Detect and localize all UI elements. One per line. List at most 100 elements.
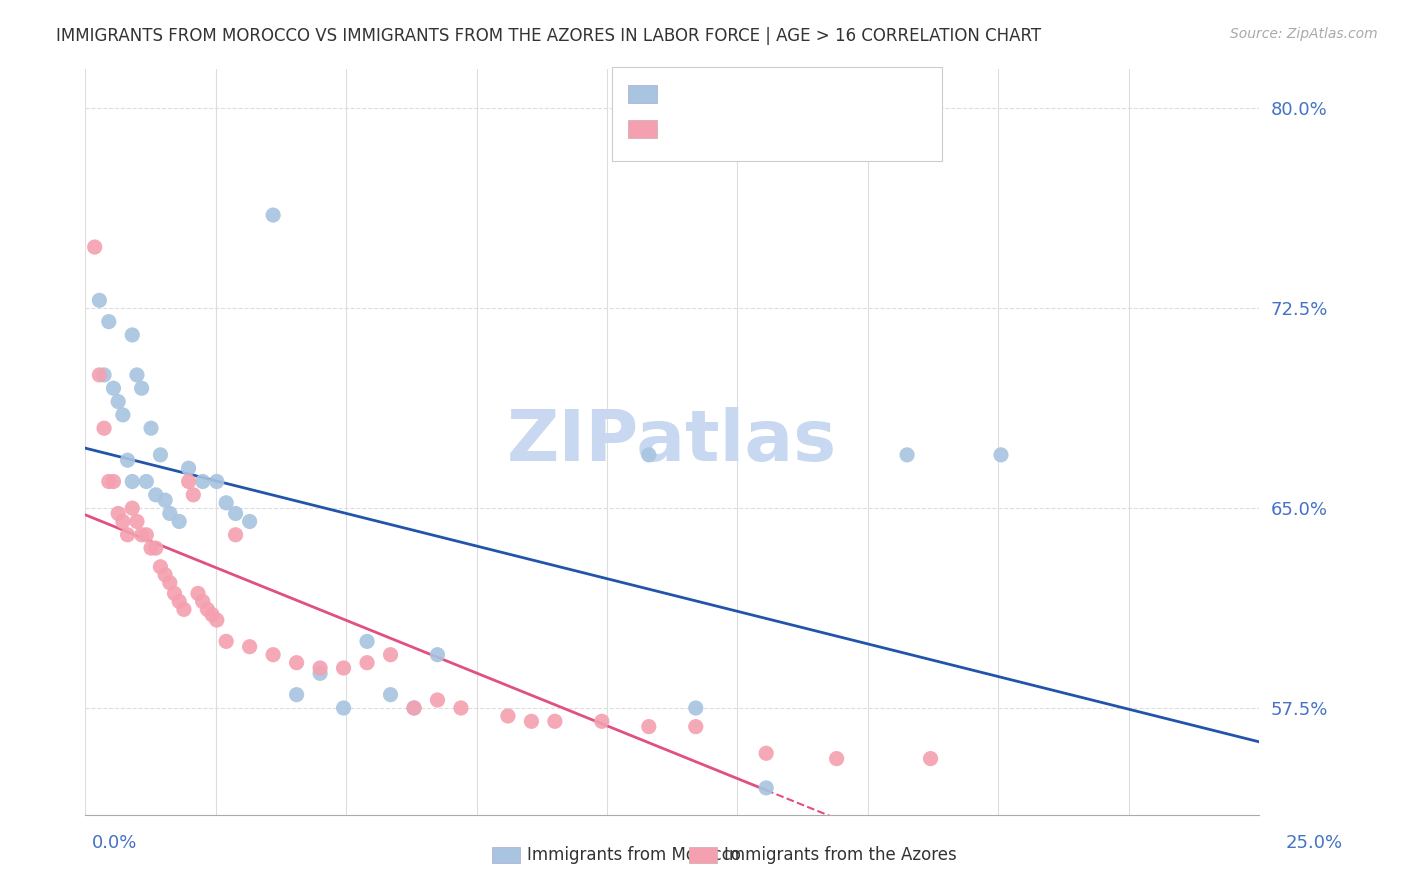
- Point: [89, 293, 111, 308]
- Text: R =: R =: [665, 85, 696, 103]
- Point: [990, 448, 1012, 462]
- Point: [197, 602, 219, 616]
- Point: [145, 488, 167, 502]
- Point: [380, 688, 402, 702]
- Point: [309, 666, 332, 681]
- Point: [163, 586, 186, 600]
- Point: [637, 448, 659, 462]
- Text: ZIPatlas: ZIPatlas: [508, 407, 838, 476]
- Text: IMMIGRANTS FROM MOROCCO VS IMMIGRANTS FROM THE AZORES IN LABOR FORCE | AGE > 16 : IMMIGRANTS FROM MOROCCO VS IMMIGRANTS FR…: [56, 27, 1042, 45]
- Point: [111, 408, 134, 422]
- Point: [685, 720, 707, 734]
- Point: [93, 421, 115, 435]
- Point: [135, 528, 157, 542]
- Point: [755, 746, 778, 760]
- Point: [103, 381, 125, 395]
- Text: Source: ZipAtlas.com: Source: ZipAtlas.com: [1230, 27, 1378, 41]
- Point: [173, 602, 195, 616]
- Point: [520, 714, 543, 729]
- Point: [637, 720, 659, 734]
- Point: [167, 594, 190, 608]
- Point: [111, 515, 134, 529]
- Point: [125, 368, 148, 382]
- Point: [205, 475, 228, 489]
- Point: [83, 240, 105, 254]
- Point: [131, 381, 153, 395]
- Point: [145, 541, 167, 555]
- Point: [215, 634, 238, 648]
- Point: [544, 714, 567, 729]
- Text: 48: 48: [801, 119, 824, 136]
- Text: Immigrants from the Azores: Immigrants from the Azores: [724, 847, 957, 864]
- Point: [153, 493, 176, 508]
- Point: [239, 515, 262, 529]
- Point: [332, 701, 354, 715]
- Point: [332, 661, 354, 675]
- Text: 0.039: 0.039: [700, 85, 752, 103]
- Point: [225, 507, 247, 521]
- Text: 37: 37: [801, 85, 825, 103]
- Point: [117, 528, 139, 542]
- Point: [896, 448, 918, 462]
- Point: [496, 709, 519, 723]
- Point: [685, 701, 707, 715]
- Point: [103, 475, 125, 489]
- Text: 0.0%: 0.0%: [91, 834, 136, 852]
- Point: [167, 515, 190, 529]
- Text: N =: N =: [766, 85, 797, 103]
- Point: [402, 701, 425, 715]
- Point: [97, 315, 120, 329]
- Point: [121, 475, 143, 489]
- Point: [93, 368, 115, 382]
- Point: [262, 648, 284, 662]
- Point: [426, 693, 449, 707]
- Point: [426, 648, 449, 662]
- Text: N =: N =: [766, 119, 797, 136]
- Point: [285, 688, 308, 702]
- Text: Immigrants from Morocco: Immigrants from Morocco: [527, 847, 741, 864]
- Point: [159, 507, 181, 521]
- Text: R =: R =: [665, 119, 696, 136]
- Point: [121, 501, 143, 516]
- Point: [181, 488, 204, 502]
- Point: [139, 541, 162, 555]
- Point: [309, 661, 332, 675]
- Text: 25.0%: 25.0%: [1285, 834, 1343, 852]
- Point: [107, 394, 129, 409]
- Point: [191, 594, 214, 608]
- Point: [205, 613, 228, 627]
- Point: [825, 751, 848, 765]
- Point: [131, 528, 153, 542]
- Point: [139, 421, 162, 435]
- Point: [97, 475, 120, 489]
- Point: [356, 634, 378, 648]
- Point: [262, 208, 284, 222]
- Point: [135, 475, 157, 489]
- Point: [121, 328, 143, 343]
- Point: [215, 496, 238, 510]
- Point: [402, 701, 425, 715]
- Point: [125, 515, 148, 529]
- Point: [107, 507, 129, 521]
- Text: -0.582: -0.582: [700, 119, 759, 136]
- Point: [920, 751, 942, 765]
- Point: [201, 607, 224, 622]
- Point: [117, 453, 139, 467]
- Point: [225, 528, 247, 542]
- Point: [177, 461, 200, 475]
- Point: [159, 575, 181, 590]
- Point: [153, 567, 176, 582]
- Point: [591, 714, 613, 729]
- Point: [177, 475, 200, 489]
- Point: [187, 586, 209, 600]
- Point: [380, 648, 402, 662]
- Point: [356, 656, 378, 670]
- Point: [191, 475, 214, 489]
- Point: [755, 780, 778, 795]
- Point: [239, 640, 262, 654]
- Point: [149, 448, 172, 462]
- Point: [450, 701, 472, 715]
- Point: [285, 656, 308, 670]
- Point: [89, 368, 111, 382]
- Point: [149, 559, 172, 574]
